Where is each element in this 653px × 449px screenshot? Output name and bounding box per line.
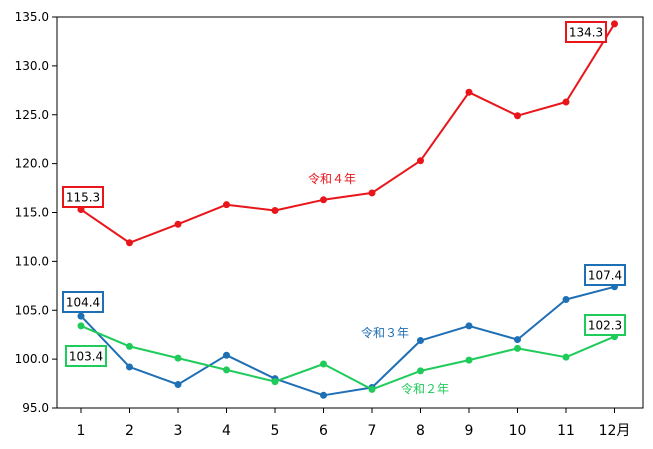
data-point xyxy=(417,367,424,375)
data-point xyxy=(126,342,133,350)
callout-value: 107.4 xyxy=(588,269,622,283)
series-line xyxy=(80,285,615,397)
data-point xyxy=(174,220,182,228)
series-layer xyxy=(77,20,618,399)
data-point xyxy=(611,20,618,28)
series-line xyxy=(80,324,615,391)
x-tick-label: 11 xyxy=(557,423,575,439)
data-point xyxy=(174,354,182,362)
data-point xyxy=(271,378,279,386)
series-label: 令和４年 xyxy=(308,171,356,186)
callout-value: 102.3 xyxy=(588,319,622,333)
data-point xyxy=(223,351,230,359)
callout-box xyxy=(584,314,626,336)
data-point xyxy=(514,336,521,344)
series-0 xyxy=(77,20,618,247)
y-tick-label: 125.0 xyxy=(15,108,49,122)
data-point xyxy=(77,322,85,330)
y-tick-label: 135.0 xyxy=(15,10,49,24)
x-tick-label: 1 xyxy=(77,423,86,439)
data-point xyxy=(368,189,376,197)
data-point xyxy=(562,98,570,106)
callout-value: 103.4 xyxy=(69,350,103,364)
axes: 95.0 100.0 105.0 110.0 115.0 120.0 125.0 130.0 1… xyxy=(15,10,644,439)
x-tick-label: 10 xyxy=(509,423,527,439)
x-tick-label: 2 xyxy=(125,423,134,439)
data-point xyxy=(223,201,230,209)
data-point xyxy=(320,360,327,368)
y-tick-label: 110.0 xyxy=(15,254,49,268)
data-point xyxy=(223,366,230,374)
data-point xyxy=(514,344,521,352)
y-tick-label: 105.0 xyxy=(15,303,49,317)
data-point xyxy=(320,196,327,204)
x-tick-label: 6 xyxy=(319,423,328,439)
callout-box xyxy=(62,186,104,208)
callout-box xyxy=(584,264,626,286)
data-point xyxy=(126,363,133,371)
y-tick-label: 120.0 xyxy=(15,157,49,171)
y-tick-label: 130.0 xyxy=(15,59,49,73)
data-point xyxy=(562,295,570,303)
data-point xyxy=(514,112,521,120)
data-point xyxy=(320,391,327,399)
data-point xyxy=(562,353,570,361)
callout-value: 115.3 xyxy=(66,191,100,205)
data-point xyxy=(465,356,473,364)
x-tick-label: 9 xyxy=(465,423,474,439)
data-point xyxy=(465,322,473,330)
callout-label: 134.3 xyxy=(565,21,607,43)
callout-box xyxy=(65,345,107,367)
y-tick-label: 95.0 xyxy=(22,401,49,415)
callouts: 115.3 134.3 104.4 107.4 103.4 102.3 xyxy=(62,21,626,367)
x-tick-label: 8 xyxy=(416,423,425,439)
callout-label: 104.4 xyxy=(62,291,104,313)
data-point xyxy=(465,88,473,96)
series-2 xyxy=(77,322,618,393)
data-point xyxy=(271,207,279,215)
series-line xyxy=(80,23,616,244)
x-tick-label: 7 xyxy=(368,423,377,439)
data-point xyxy=(417,157,424,165)
x-tick-label: 12月 xyxy=(599,423,631,439)
callout-label: 107.4 xyxy=(584,264,626,286)
series-label: 令和２年 xyxy=(401,381,449,396)
callout-label: 115.3 xyxy=(62,186,104,208)
data-point xyxy=(126,239,133,247)
callout-box xyxy=(565,21,607,43)
data-point xyxy=(417,337,424,345)
callout-value: 134.3 xyxy=(569,26,603,40)
x-tick-label: 5 xyxy=(271,423,280,439)
data-point xyxy=(77,312,85,320)
x-tick-label: 3 xyxy=(174,423,183,439)
y-tick-label: 115.0 xyxy=(15,206,49,220)
callout-label: 103.4 xyxy=(65,345,107,367)
y-tick-label: 100.0 xyxy=(15,352,49,366)
series-label: 令和３年 xyxy=(361,325,409,340)
data-point xyxy=(368,385,376,393)
callout-box xyxy=(62,291,104,313)
series-1 xyxy=(77,283,618,399)
callout-label: 102.3 xyxy=(584,314,626,336)
x-tick-label: 4 xyxy=(222,423,231,439)
callout-value: 104.4 xyxy=(66,296,100,310)
data-point xyxy=(174,381,182,389)
